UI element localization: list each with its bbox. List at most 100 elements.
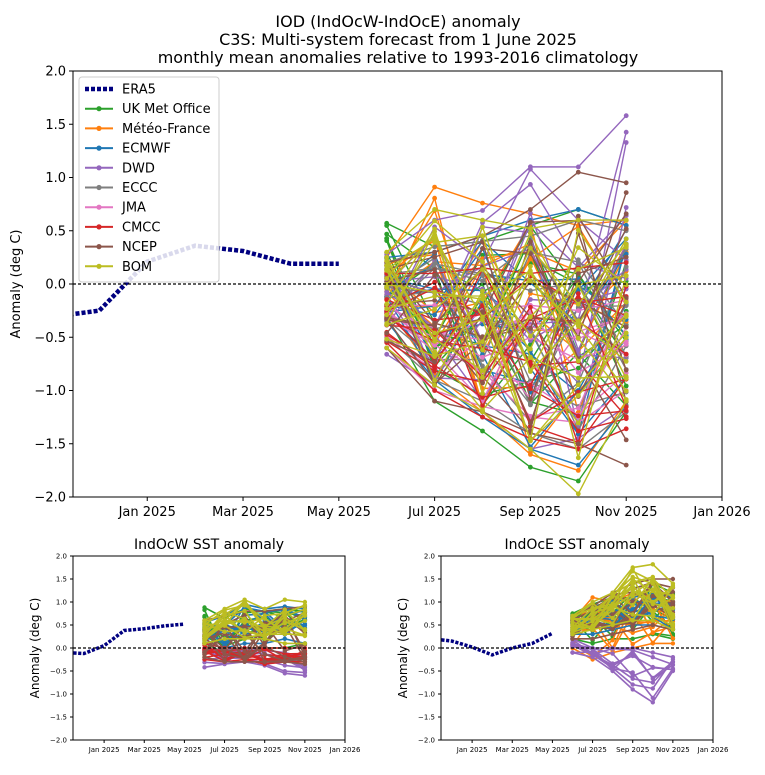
member-point (480, 217, 485, 223)
y-tick-label: −2.0 (50, 736, 67, 744)
member-point (575, 322, 581, 328)
member-point (610, 662, 615, 667)
legend-swatch-marker (96, 204, 102, 210)
member-point (202, 665, 207, 670)
member-point (432, 184, 437, 190)
y-tick-label: −0.5 (418, 667, 435, 675)
member-point (480, 363, 485, 369)
member-point (670, 641, 676, 646)
member-point (630, 627, 635, 632)
member-point (528, 230, 533, 236)
member-point (623, 217, 629, 223)
member-point (222, 612, 227, 618)
y-tick-label: −2.0 (34, 491, 66, 506)
member-point (432, 398, 437, 404)
member-point (222, 636, 227, 641)
member-point (384, 336, 390, 342)
member-point (432, 267, 437, 272)
member-point (432, 289, 437, 295)
member-point (575, 428, 581, 434)
member-point (650, 622, 655, 628)
member-point (242, 612, 247, 618)
member-point (202, 619, 207, 624)
member-line (386, 208, 627, 253)
member-line (386, 186, 627, 258)
x-tick-label: Jul 2025 (577, 746, 607, 754)
member-point (575, 491, 581, 497)
member-point (623, 388, 629, 394)
member-point (670, 599, 676, 604)
member-point (302, 618, 308, 623)
member-point (650, 664, 655, 670)
member-line (386, 268, 627, 398)
member-line (386, 232, 627, 357)
member-point (575, 301, 581, 307)
y-tick-label: 2.0 (424, 552, 435, 560)
member-point (262, 643, 267, 649)
member-point (528, 245, 533, 251)
member-point (432, 359, 437, 365)
legend-entry: UK Met Office (122, 102, 211, 117)
member-point (432, 272, 437, 278)
member-point (480, 252, 485, 258)
member-point (302, 659, 308, 665)
member-point (650, 676, 655, 681)
member-point (575, 441, 581, 447)
member-point (670, 576, 676, 582)
member-point (262, 606, 267, 612)
member-point (432, 261, 437, 267)
indocw-chart: −2.0 −1.5 −1.0 −0.5 0.0 0.5 1.0 1.5 2.0 Jan 2025 M… (28, 537, 361, 754)
member-point (575, 462, 581, 468)
member-point (590, 617, 595, 622)
member-point (528, 382, 533, 388)
member-point (282, 611, 287, 616)
member-line (572, 563, 674, 617)
member-line (572, 643, 674, 671)
member-point (630, 602, 635, 608)
member-point (650, 695, 655, 701)
legend-entry: BOM (122, 260, 152, 275)
panel-title: IndOcW SST anomaly (134, 537, 284, 553)
member-point (623, 129, 629, 135)
member-point (623, 339, 629, 345)
member-point (528, 369, 533, 374)
member-point (528, 278, 533, 284)
member-point (575, 245, 581, 251)
member-point (384, 297, 390, 302)
member-line (386, 239, 627, 331)
member-point (528, 333, 533, 339)
member-point (432, 378, 437, 383)
y-tick-label: 1.5 (424, 575, 435, 583)
member-point (623, 437, 629, 443)
member-point (202, 614, 207, 620)
member-point (575, 382, 581, 388)
member-line (386, 230, 627, 351)
x-tick-label: Jan 2025 (456, 746, 488, 754)
member-point (623, 374, 629, 379)
member-point (528, 304, 533, 310)
panel-title: IndOcE SST anomaly (504, 537, 649, 553)
member-point (575, 455, 581, 461)
member-point (282, 654, 287, 659)
member-point (610, 594, 615, 599)
member-line (572, 642, 673, 661)
member-point (528, 182, 533, 187)
member-point (242, 635, 247, 640)
y-tick-label: −1.0 (34, 384, 66, 399)
y-tick-label: −1.5 (50, 713, 67, 721)
member-line (386, 256, 627, 411)
member-point (480, 233, 485, 239)
y-tick-label: 0.0 (56, 644, 67, 652)
member-point (528, 325, 533, 331)
member-point (384, 231, 390, 237)
member-point (650, 562, 655, 567)
member-point (623, 408, 629, 414)
member-point (590, 601, 595, 606)
member-point (575, 420, 581, 426)
member-point (262, 613, 267, 618)
x-tick-label: Jan 2026 (697, 746, 729, 754)
member-point (242, 619, 247, 624)
y-tick-label: −0.5 (34, 331, 66, 346)
legend-swatch-marker (96, 263, 102, 269)
x-tick-label: May 2025 (535, 746, 570, 754)
